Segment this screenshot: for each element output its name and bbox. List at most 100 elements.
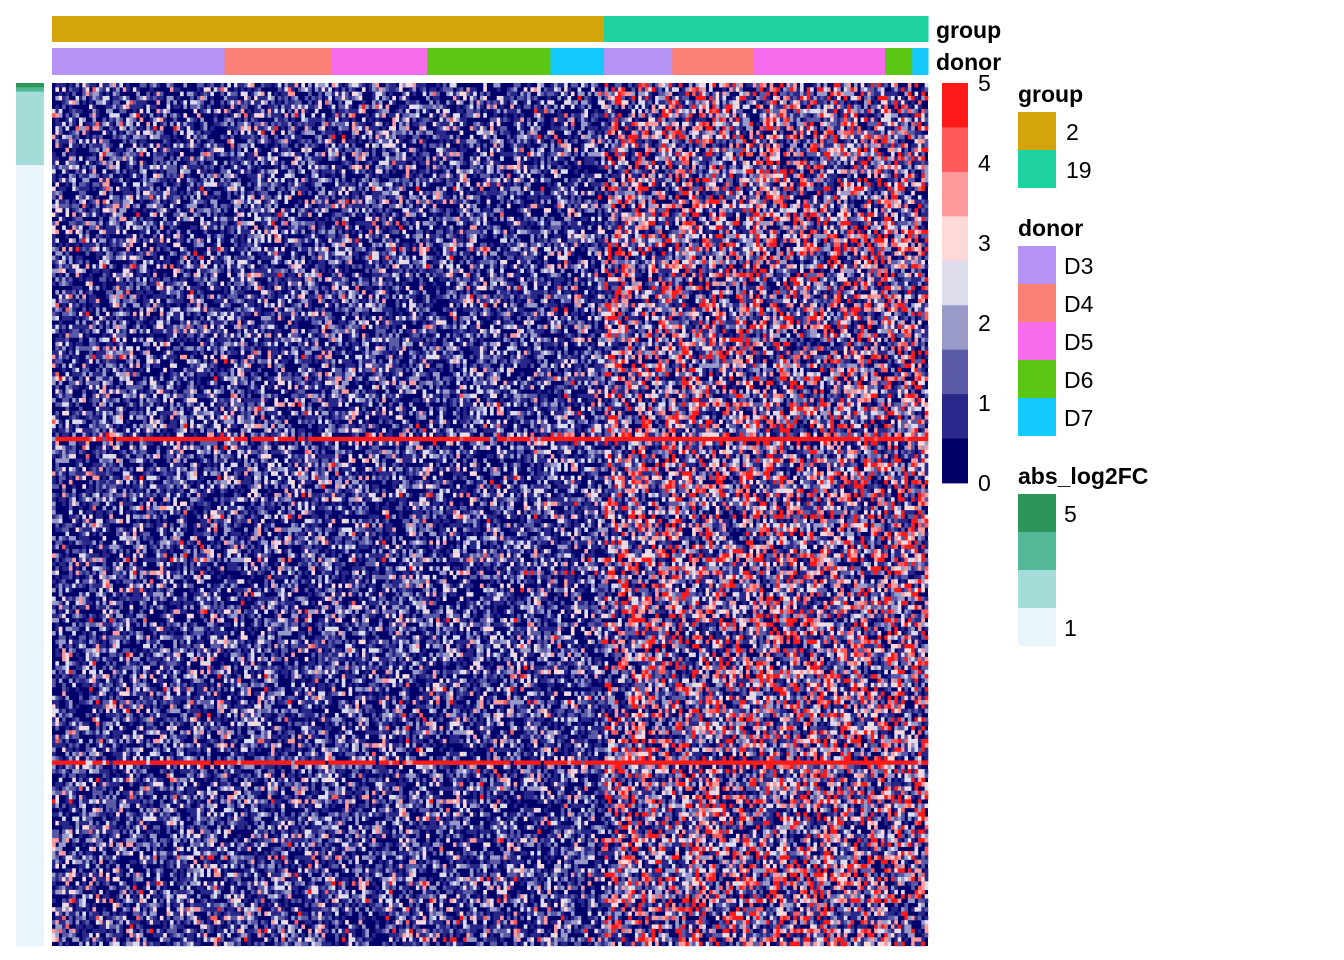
heatmap-cell bbox=[904, 100, 908, 105]
heatmap-cell bbox=[382, 92, 386, 97]
heatmap-cell bbox=[763, 83, 767, 88]
heatmap-cell bbox=[662, 83, 666, 88]
heatmap-cell bbox=[561, 83, 565, 88]
heatmap-cell bbox=[126, 83, 130, 88]
heatmap-cell bbox=[123, 87, 127, 92]
heatmap-cell bbox=[760, 83, 764, 88]
heatmap-cell bbox=[413, 92, 417, 97]
heatmap-cell bbox=[817, 105, 821, 110]
heatmap-cell bbox=[146, 96, 150, 101]
heatmap-cell bbox=[847, 83, 851, 88]
heatmap-cell bbox=[86, 83, 90, 88]
heatmap-cell bbox=[594, 83, 598, 88]
heatmap-cell bbox=[763, 100, 767, 105]
heatmap-cell bbox=[443, 87, 447, 92]
heatmap-cell bbox=[830, 105, 834, 110]
heatmap-cell bbox=[386, 83, 390, 88]
heatmap-cell bbox=[874, 105, 878, 110]
heatmap-cell bbox=[231, 96, 235, 101]
heatmap-cell bbox=[55, 96, 59, 101]
heatmap-cell bbox=[709, 96, 713, 101]
heatmap-cell bbox=[89, 83, 93, 88]
heatmap-cell bbox=[689, 105, 693, 110]
heatmap-cell bbox=[672, 96, 676, 101]
heatmap-cell bbox=[564, 92, 568, 97]
heatmap-cell bbox=[662, 92, 666, 97]
heatmap-cell bbox=[396, 109, 400, 114]
heatmap-cell bbox=[483, 96, 487, 101]
heatmap-cell bbox=[783, 100, 787, 105]
heatmap-cell bbox=[773, 105, 777, 110]
heatmap-cell bbox=[261, 96, 265, 101]
heatmap-cell bbox=[564, 100, 568, 105]
heatmap-cell bbox=[840, 105, 844, 110]
heatmap-cell bbox=[278, 96, 282, 101]
heatmap-cell bbox=[642, 92, 646, 97]
heatmap-cell bbox=[733, 96, 737, 101]
heatmap-cell bbox=[490, 105, 494, 110]
heatmap-cell bbox=[493, 109, 497, 114]
heatmap-cell bbox=[86, 87, 90, 92]
heatmap-cell bbox=[712, 109, 716, 114]
heatmap-cell bbox=[325, 96, 329, 101]
heatmap-cell bbox=[180, 100, 184, 105]
heatmap-cell bbox=[220, 100, 224, 105]
heatmap-cell bbox=[547, 96, 551, 101]
heatmap-cell bbox=[258, 105, 262, 110]
heatmap-cell bbox=[898, 87, 902, 92]
heatmap-cell bbox=[453, 96, 457, 101]
heatmap-cell bbox=[881, 100, 885, 105]
heatmap-cell bbox=[830, 100, 834, 105]
heatmap-cell bbox=[372, 105, 376, 110]
heatmap-cell bbox=[665, 92, 669, 97]
heatmap-cell bbox=[581, 109, 585, 114]
heatmap-cell bbox=[915, 96, 919, 101]
heatmap-cell bbox=[867, 96, 871, 101]
heatmap-cell bbox=[746, 105, 750, 110]
heatmap-cell bbox=[463, 96, 467, 101]
heatmap-cell bbox=[884, 83, 888, 88]
heatmap-cell bbox=[463, 92, 467, 97]
heatmap-cell bbox=[436, 100, 440, 105]
heatmap-cell bbox=[231, 105, 235, 110]
heatmap-cell bbox=[743, 105, 747, 110]
heatmap-cell bbox=[466, 92, 470, 97]
heatmap-cell bbox=[908, 92, 912, 97]
heatmap-cell bbox=[871, 87, 875, 92]
heatmap-cell bbox=[507, 92, 511, 97]
heatmap-cell bbox=[648, 87, 652, 92]
heatmap-cell bbox=[284, 87, 288, 92]
heatmap-cell bbox=[662, 105, 666, 110]
heatmap-cell bbox=[618, 96, 622, 101]
heatmap-cell bbox=[136, 87, 140, 92]
heatmap-cell bbox=[103, 100, 107, 105]
heatmap-cell bbox=[588, 96, 592, 101]
heatmap-cell bbox=[271, 100, 275, 105]
heatmap-cell bbox=[564, 87, 568, 92]
heatmap-cell bbox=[722, 100, 726, 105]
heatmap-cell bbox=[241, 87, 245, 92]
heatmap-cell bbox=[776, 96, 780, 101]
heatmap-cell bbox=[908, 83, 912, 88]
heatmap-cell bbox=[116, 96, 120, 101]
heatmap-cell bbox=[480, 100, 484, 105]
heatmap-cell bbox=[355, 83, 359, 88]
heatmap-cell bbox=[753, 109, 757, 114]
heatmap-cell bbox=[817, 83, 821, 88]
heatmap-cell bbox=[399, 105, 403, 110]
heatmap-cell bbox=[760, 96, 764, 101]
heatmap-cell bbox=[527, 105, 531, 110]
heatmap-cell bbox=[456, 87, 460, 92]
heatmap-cell bbox=[234, 83, 238, 88]
heatmap-cell bbox=[551, 109, 555, 114]
heatmap-cell bbox=[867, 87, 871, 92]
heatmap-cell bbox=[881, 96, 885, 101]
heatmap-cell bbox=[867, 92, 871, 97]
heatmap-cell bbox=[530, 87, 534, 92]
heatmap-cell bbox=[605, 96, 609, 101]
heatmap-cell bbox=[736, 83, 740, 88]
heatmap-cell bbox=[220, 87, 224, 92]
heatmap-cell bbox=[167, 109, 171, 114]
heatmap-cell bbox=[251, 83, 255, 88]
heatmap-cell bbox=[507, 109, 511, 114]
